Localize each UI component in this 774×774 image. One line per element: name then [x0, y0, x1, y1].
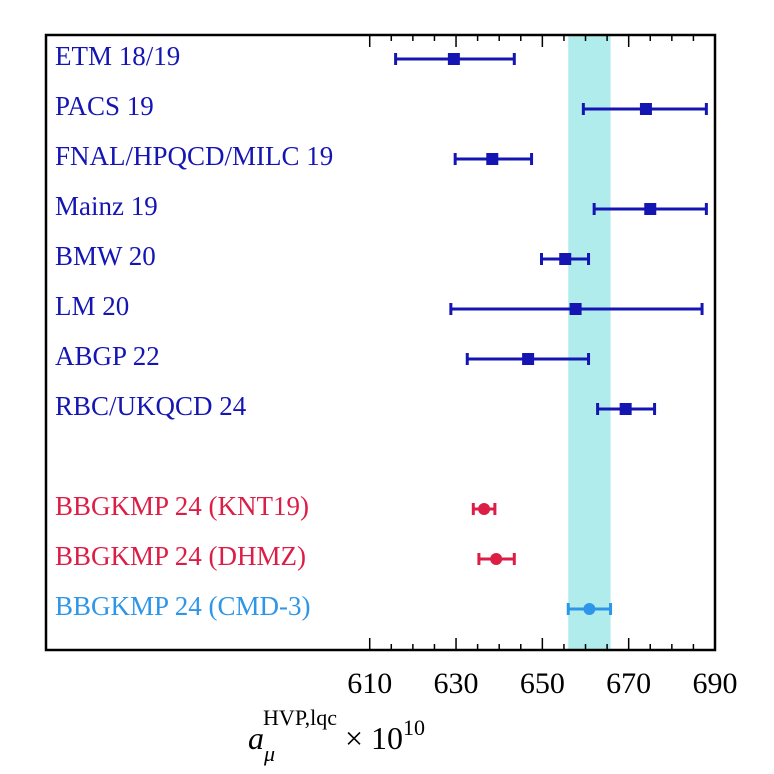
x-tick-label: 650 — [520, 667, 565, 700]
row-label: Mainz 19 — [55, 191, 158, 221]
marker — [583, 603, 596, 615]
x-tick-label: 670 — [606, 667, 651, 700]
x-tick-label: 690 — [693, 667, 738, 700]
row-label: LM 20 — [55, 291, 129, 321]
row-label: PACS 19 — [55, 91, 154, 121]
marker — [639, 103, 652, 115]
x-tick-label: 630 — [434, 667, 479, 700]
x-tick-label: 610 — [347, 667, 392, 700]
plot-frame — [44, 33, 717, 652]
row-label: RBC/UKQCD 24 — [55, 391, 247, 421]
row-label: BBGKMP 24 (DHMZ) — [55, 541, 306, 571]
marker — [619, 403, 632, 415]
marker — [447, 53, 460, 65]
x-label-base: a — [248, 720, 264, 756]
row-label: BBGKMP 24 (KNT19) — [55, 491, 309, 521]
row-label: FNAL/HPQCD/MILC 19 — [55, 141, 333, 171]
x-label-sub: μ — [263, 741, 275, 766]
band — [568, 35, 611, 650]
row-label: BMW 20 — [55, 241, 156, 271]
x-axis-label: aμ HVP,lqc × 1010 — [248, 705, 425, 766]
marker — [522, 353, 535, 365]
marker — [478, 503, 491, 515]
marker — [486, 153, 499, 165]
marker — [644, 203, 657, 215]
marker — [569, 303, 582, 315]
x-label-times: × 10 — [345, 720, 403, 756]
marker — [559, 253, 572, 265]
x-label-exp: 10 — [403, 715, 425, 740]
x-label-sup: HVP,lqc — [263, 705, 337, 730]
row-label: ETM 18/19 — [55, 41, 180, 71]
marker — [490, 553, 503, 565]
row-label: BBGKMP 24 (CMD-3) — [55, 591, 311, 621]
row-label: ABGP 22 — [55, 341, 160, 371]
